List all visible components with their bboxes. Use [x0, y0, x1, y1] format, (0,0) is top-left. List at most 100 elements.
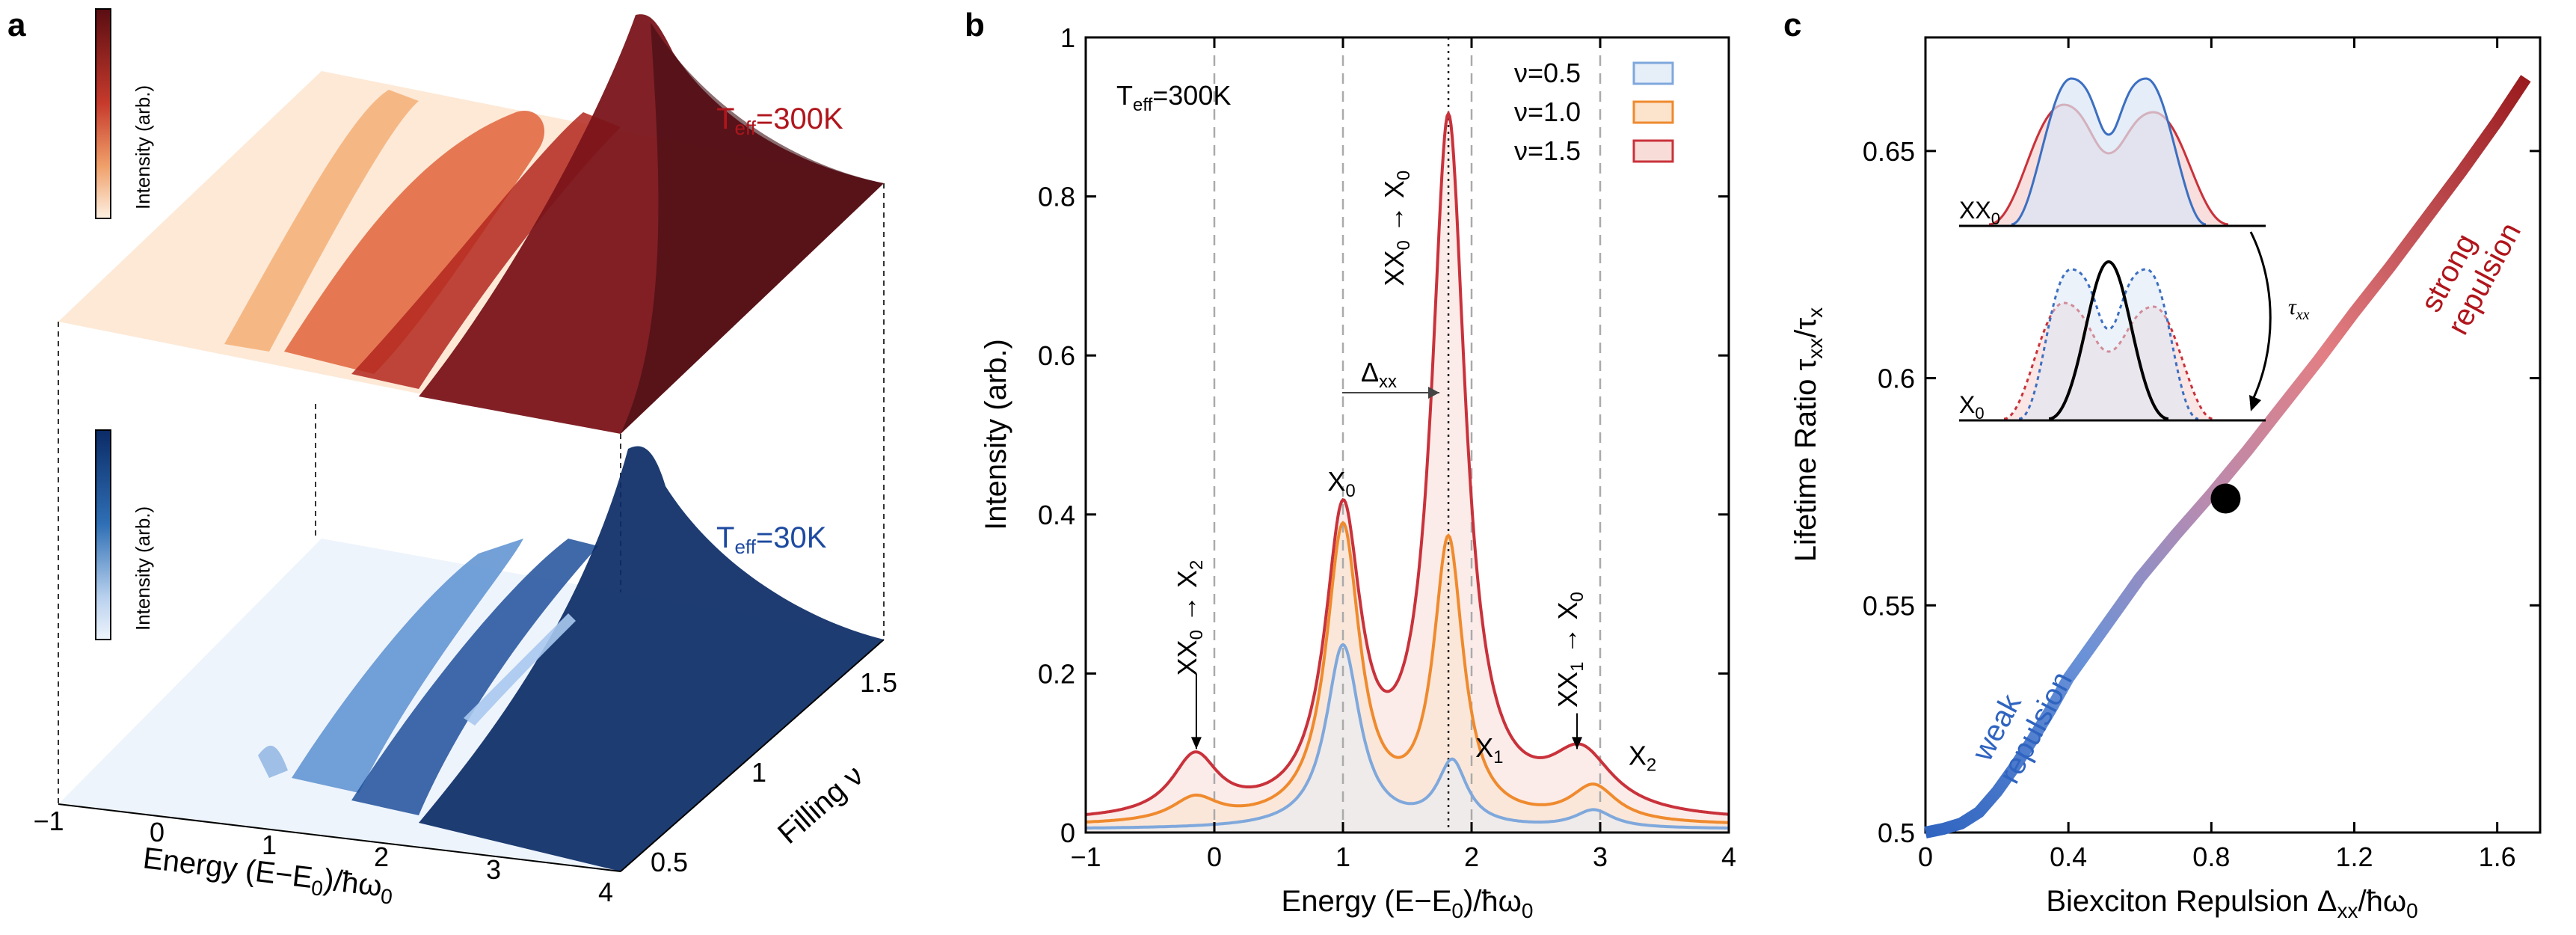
peak-label: X0: [1327, 466, 1355, 501]
transition-label: XX1 → X0: [1552, 592, 1587, 708]
colorbar-hot-label: Intensity (arb.): [132, 85, 154, 209]
legend-label: ν=0.5: [1514, 58, 1581, 88]
legend-swatch: [1632, 61, 1674, 85]
surface-cold-highlight: [464, 613, 576, 726]
colorbar-hot: Intensity (arb.): [95, 8, 154, 219]
y-tick-label: 0.4: [1038, 500, 1075, 530]
colorbar-cold-label: Intensity (arb.): [132, 506, 154, 631]
panel-a-y-tick: 1: [751, 757, 766, 788]
legend-swatch: [1632, 100, 1674, 124]
surface-cold-ridge-2: [351, 539, 598, 815]
delta-label: Δxx: [1361, 357, 1397, 392]
series-fill: [1086, 522, 1729, 833]
inset-transition-arrow: [2249, 231, 2272, 405]
inset-lower-label: X0: [1959, 391, 1985, 423]
transition-arrow-head: [1572, 737, 1583, 749]
x-tick-label: 1.2: [2335, 842, 2373, 872]
surface-hot-ridge-1: [224, 90, 419, 352]
y-tick-label: 0.8: [1038, 182, 1075, 212]
panel-a-y-label: Filling ν: [772, 759, 870, 850]
panel-b-series: [1085, 110, 1730, 830]
panel-b-y-label: Intensity (arb.): [980, 339, 1012, 530]
inset-diagram: XX0 X0 τxx: [1959, 77, 2310, 423]
transition-arrow-head: [1190, 737, 1202, 749]
surface-hot-ridge-2: [284, 111, 545, 374]
y-tick-label: 0.6: [1038, 340, 1075, 371]
inset-lower-black: [2048, 260, 2169, 420]
annotation-weak: weak repulsion: [1966, 666, 2079, 789]
surface-cold: [58, 446, 884, 871]
x-tick-label: 1.6: [2479, 842, 2516, 872]
panel-c-x-label: Biexciton Repulsion Δxx/ħω0: [2046, 885, 2417, 922]
panel-c-ticks: 0 0.4 0.8 1.2 1.6 0.5 0.55 0.6 0.65: [1863, 37, 2540, 872]
x-tick-label: −1: [1070, 842, 1101, 872]
surface-hot-ridge-3: [351, 112, 621, 389]
panel-label-b: b: [965, 7, 985, 43]
x-tick-label: 2: [1464, 842, 1479, 872]
y-tick-label: 1: [1060, 22, 1075, 53]
inset-lower-blue-dots: [2018, 268, 2199, 420]
x-tick-label: 1: [1335, 842, 1350, 872]
panel-a-x-tick: 1: [262, 830, 277, 860]
y-tick-label: 0.65: [1863, 136, 1915, 167]
inset-arrow-label: τxx: [2288, 295, 2310, 323]
panel-c-y-label: Lifetime Ratio τxx/τx: [1789, 307, 1827, 562]
svg-text:XX0 → X2: XX0 → X2: [1172, 560, 1207, 676]
y-tick-label: 0.55: [1863, 590, 1915, 621]
panel-label-c: c: [1783, 7, 1801, 43]
panel-a-y-ticks: 0.5 1 1.5: [651, 667, 897, 877]
operating-point-marker: [2210, 483, 2241, 514]
panel-b-legend: ν=0.5 ν=1.0 ν=1.5: [1514, 58, 1674, 166]
transition-label: XX0 → X0: [1379, 171, 1414, 286]
x-tick-label: 3: [1593, 842, 1608, 872]
series-line: [1085, 110, 1730, 816]
legend-label: ν=1.5: [1514, 135, 1581, 166]
series-line: [1086, 521, 1730, 824]
panel-b-x-label: Energy (E−E0)/ħω0: [1282, 885, 1534, 922]
legend-swatch: [1632, 139, 1674, 163]
panel-b-reference-lines: [1213, 37, 1602, 833]
panel-a-x-tick: 0: [150, 817, 165, 847]
surface-hot-peak: [419, 14, 884, 435]
surface-hot-peak-shade: [621, 22, 884, 434]
lifetime-ratio-curve: [1924, 75, 2531, 839]
delta-arrow: Δxx: [1342, 357, 1439, 399]
inset-upper-blue: [2011, 77, 2207, 226]
panel-b: b −1 0 1 2 3 400.20.40.60.81 Intensity (arb.)…: [965, 7, 1736, 922]
svg-text:XX1 → X0: XX1 → X0: [1552, 592, 1587, 708]
panel-b-frame: [1084, 36, 1730, 834]
panel-c: c 0 0.4 0.8 1.2 1.6 0.5 0.55 0.6 0.65 Lifetime R…: [1783, 7, 2542, 922]
x-tick-label: 0.8: [2192, 842, 2230, 872]
svg-text:XX0 → X0: XX0 → X0: [1379, 171, 1414, 286]
surface-cold-bump: [258, 745, 288, 778]
panel-b-temperature: Teff=300K: [1116, 80, 1231, 115]
temperature-hot-label: Teff=300K: [716, 102, 843, 139]
series-fill: [1086, 114, 1729, 833]
surface-hot: [58, 14, 884, 435]
inset-upper-label: XX0: [1959, 197, 2000, 228]
panel-a-x-tick: 4: [598, 877, 613, 907]
y-tick-label: 0: [1060, 818, 1075, 848]
temperature-cold-label: Teff=30K: [716, 521, 827, 558]
panel-a-x-tick: −1: [33, 806, 64, 836]
panel-a-x-tick: 3: [486, 854, 501, 885]
y-tick-label: 0.6: [1878, 364, 1915, 394]
panel-b-fills: [1086, 114, 1729, 833]
panel-b-ticks: −1 0 1 2 3 400.20.40.60.81: [1038, 22, 1736, 872]
panel-a-y-tick: 1.5: [860, 667, 897, 698]
y-tick-label: 0.2: [1038, 658, 1075, 689]
panel-c-frame: [1924, 36, 2542, 834]
panel-a-y-tick: 0.5: [651, 847, 688, 877]
panel-a-x-ticks: −1 0 1 2 3 4: [33, 806, 613, 907]
surface-cold-ridge-1: [292, 539, 523, 793]
surface-cold-peak: [419, 446, 884, 871]
peak-label: X2: [1629, 741, 1656, 776]
series-line: [1086, 643, 1729, 830]
x-tick-label: 0.4: [2050, 842, 2087, 872]
y-tick-label: 0.5: [1878, 818, 1915, 848]
panel-a: a: [7, 7, 897, 909]
panel-label-a: a: [7, 7, 26, 43]
x-tick-label: 0: [1918, 842, 1933, 872]
